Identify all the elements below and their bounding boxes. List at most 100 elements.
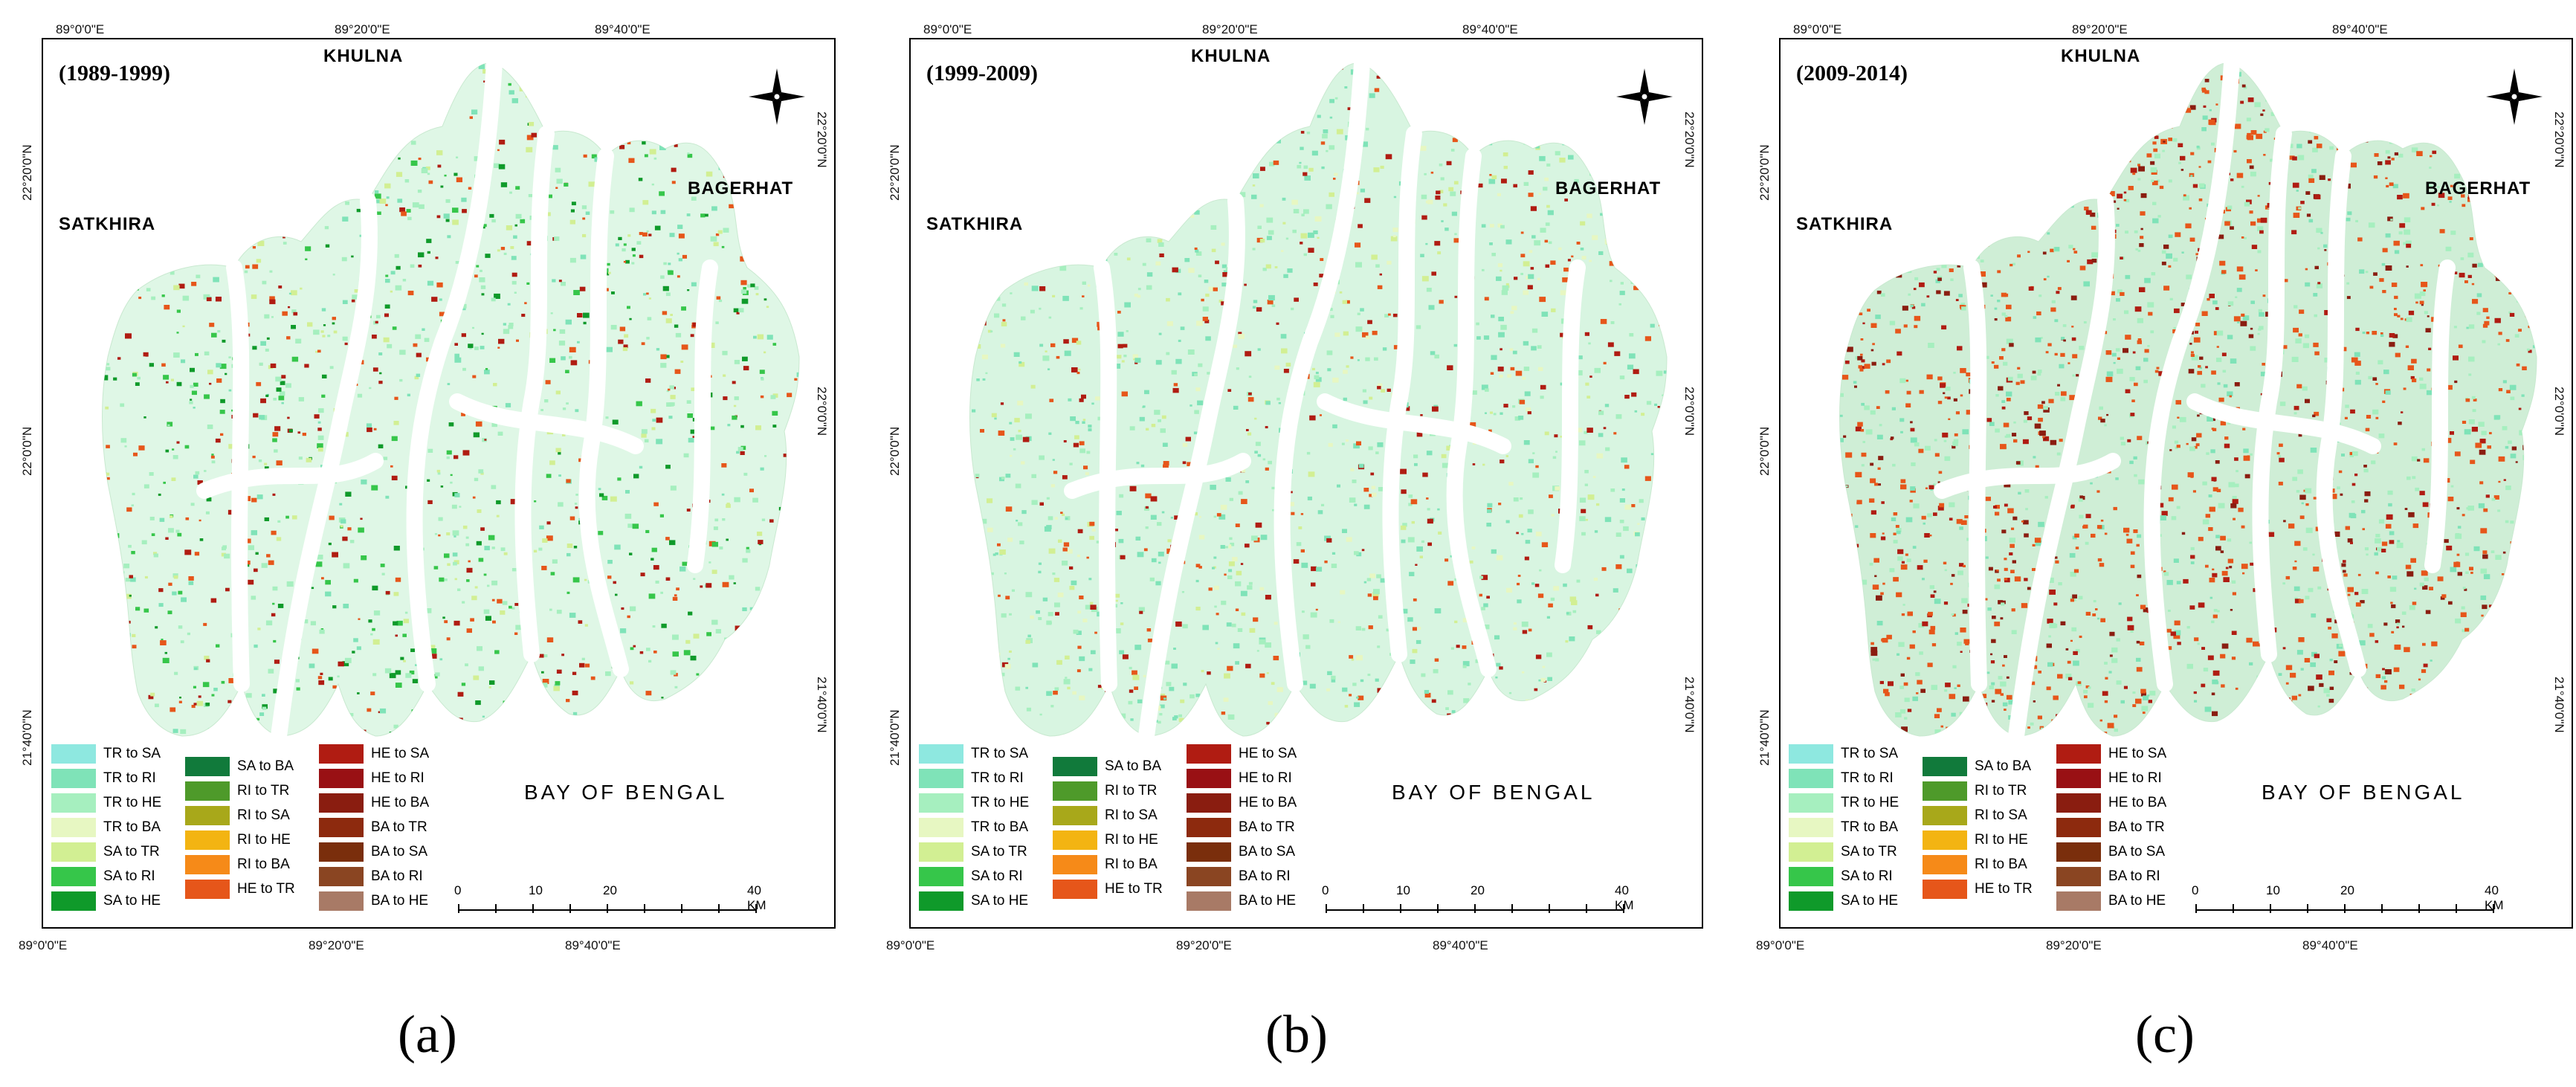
change-pixel <box>2293 412 2297 415</box>
change-pixel <box>2207 655 2214 660</box>
change-pixel <box>572 712 578 716</box>
change-pixel <box>1860 338 1864 341</box>
change-pixel <box>193 703 197 706</box>
change-pixel <box>131 551 135 555</box>
change-pixel <box>1331 564 1337 568</box>
change-pixel <box>181 359 186 364</box>
change-pixel <box>2157 215 2161 218</box>
change-pixel <box>497 346 500 349</box>
change-pixel <box>1233 344 1237 348</box>
change-pixel <box>318 680 325 686</box>
change-pixel <box>1194 373 1198 376</box>
change-pixel <box>2375 538 2381 544</box>
change-pixel <box>2190 152 2195 155</box>
change-pixel <box>1356 552 1362 557</box>
change-pixel <box>2085 611 2091 616</box>
change-pixel <box>2023 520 2029 525</box>
change-pixel <box>252 455 256 459</box>
change-pixel <box>1375 264 1380 268</box>
legend-label: SA to TR <box>971 844 1027 859</box>
change-pixel <box>1150 515 1157 520</box>
change-pixel <box>248 545 254 550</box>
change-pixel <box>581 205 587 210</box>
change-pixel <box>391 436 398 442</box>
change-pixel <box>1595 593 1599 597</box>
change-pixel <box>1409 572 1415 576</box>
change-pixel <box>1198 535 1205 540</box>
change-pixel <box>1596 630 1601 634</box>
change-pixel <box>1046 497 1050 500</box>
legend-swatch <box>1187 891 1231 911</box>
change-pixel <box>1419 555 1423 558</box>
change-pixel <box>1291 307 1294 311</box>
change-pixel <box>2373 272 2378 276</box>
change-pixel <box>575 409 579 413</box>
change-pixel <box>641 433 647 438</box>
change-pixel <box>623 260 626 263</box>
change-pixel <box>675 332 682 338</box>
change-pixel <box>425 608 432 613</box>
change-pixel <box>633 474 639 479</box>
change-pixel <box>2222 370 2227 373</box>
change-pixel <box>224 553 230 559</box>
change-pixel <box>1958 294 1963 297</box>
change-pixel <box>227 509 234 515</box>
change-pixel <box>772 343 777 346</box>
change-pixel <box>1571 600 1578 605</box>
change-pixel <box>668 416 673 419</box>
change-pixel <box>1656 370 1663 376</box>
change-pixel <box>1550 597 1555 601</box>
change-pixel <box>370 633 373 636</box>
change-pixel <box>1262 268 1267 271</box>
change-pixel <box>149 472 154 476</box>
change-pixel <box>572 690 578 696</box>
change-pixel <box>1535 532 1542 537</box>
change-pixel <box>1273 656 1279 661</box>
change-pixel <box>2006 676 2010 679</box>
change-pixel <box>1224 573 1227 576</box>
change-pixel <box>2249 662 2253 665</box>
change-pixel <box>1011 589 1015 592</box>
change-pixel <box>2194 445 2198 449</box>
change-pixel <box>170 271 175 275</box>
change-pixel <box>573 546 578 549</box>
legend-swatch <box>919 744 963 764</box>
change-pixel <box>1294 297 1299 302</box>
change-pixel <box>582 217 586 220</box>
change-pixel <box>155 626 158 629</box>
change-pixel <box>332 317 336 320</box>
change-pixel <box>164 651 167 654</box>
change-pixel <box>180 640 184 644</box>
change-pixel <box>1238 332 1242 335</box>
change-pixel <box>1371 254 1378 260</box>
change-pixel <box>1184 258 1190 262</box>
change-pixel <box>1323 129 1329 134</box>
change-pixel <box>1248 581 1253 585</box>
change-pixel <box>1299 161 1302 164</box>
change-pixel <box>174 671 178 675</box>
change-pixel <box>514 632 518 635</box>
change-pixel <box>1528 628 1532 632</box>
change-pixel <box>615 243 619 247</box>
change-pixel <box>511 280 517 285</box>
change-pixel <box>636 401 642 407</box>
change-pixel <box>2262 363 2265 366</box>
change-pixel <box>556 610 562 614</box>
change-pixel <box>2236 470 2238 473</box>
change-pixel <box>2323 688 2330 694</box>
change-pixel <box>215 297 222 302</box>
change-pixel <box>648 297 651 300</box>
change-pixel <box>1120 602 1123 604</box>
change-pixel <box>1998 600 2004 604</box>
change-pixel <box>410 648 415 652</box>
change-pixel <box>583 312 590 318</box>
change-pixel <box>690 429 696 434</box>
change-pixel <box>1629 353 1636 359</box>
change-pixel <box>488 686 491 688</box>
change-pixel <box>607 560 613 564</box>
legend-swatch <box>319 842 364 862</box>
change-pixel <box>1309 415 1316 421</box>
change-pixel <box>2014 576 2021 582</box>
change-pixel <box>1933 590 1937 593</box>
change-pixel <box>1133 358 1136 361</box>
